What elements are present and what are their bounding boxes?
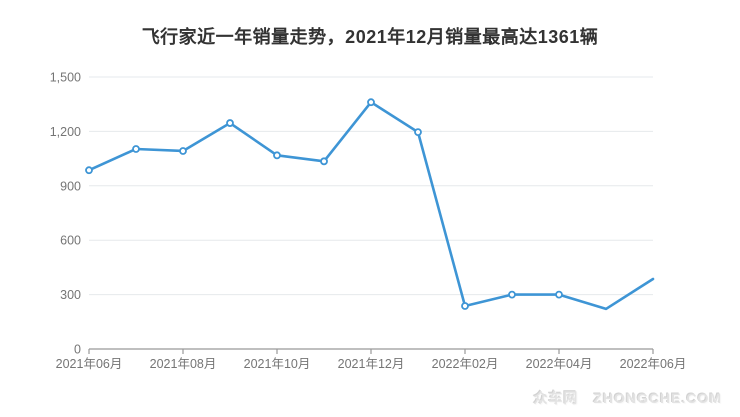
y-axis-tick-label: 900	[60, 179, 81, 193]
data-point-marker	[461, 302, 469, 310]
x-axis-tick-label: 2021年12月	[338, 357, 405, 371]
watermark: 众车网 ZHONGCHE.COM	[533, 388, 722, 408]
y-axis-tick-label: 1,500	[50, 71, 81, 85]
watermark-site-url: ZHONGCHE.COM	[593, 390, 722, 406]
data-point-marker	[414, 128, 422, 137]
data-point-marker	[179, 147, 187, 155]
data-point-marker	[226, 119, 234, 127]
y-axis-tick-label: 300	[60, 288, 81, 302]
y-axis-tick-label: 0	[74, 343, 81, 357]
data-point-marker	[367, 98, 375, 107]
x-axis-tick-label: 2021年08月	[150, 357, 217, 371]
data-point-marker	[85, 166, 93, 175]
sales-trend-line	[87, 100, 655, 311]
data-point-marker	[555, 290, 563, 299]
chart-title: 飞行家近一年销量走势，2021年12月销量最高达1361辆	[141, 27, 599, 47]
data-point-marker	[273, 151, 281, 160]
x-axis-tick-label: 2022年06月	[620, 357, 687, 371]
data-point-marker	[132, 145, 140, 153]
y-axis-tick-label: 600	[60, 234, 81, 248]
watermark-site-name: 众车网	[533, 390, 579, 406]
y-axis-tick-label: 1,200	[50, 125, 81, 139]
data-point-marker	[508, 290, 516, 299]
x-axis-tick-label: 2021年10月	[244, 357, 311, 371]
x-axis-tick-label: 2022年04月	[526, 357, 593, 371]
x-axis-tick-label: 2022年02月	[432, 357, 499, 371]
data-point-marker	[320, 157, 328, 166]
x-axis-tick-label: 2021年06月	[56, 357, 123, 371]
